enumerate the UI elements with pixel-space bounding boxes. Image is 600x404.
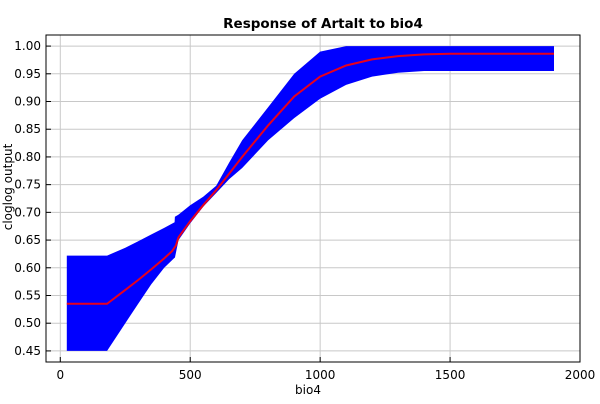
y-axis-label: cloglog output <box>1 143 15 230</box>
y-tick-label: 0.55 <box>14 288 41 302</box>
x-tick-label: 0 <box>56 368 64 382</box>
x-axis: 0 500 1000 1500 2000 <box>56 357 595 382</box>
y-tick-label: 0.90 <box>14 95 41 109</box>
y-tick-label: 0.50 <box>14 316 41 330</box>
y-tick-label: 0.45 <box>14 344 41 358</box>
x-tick-label: 1000 <box>305 368 336 382</box>
x-tick-label: 500 <box>179 368 202 382</box>
chart-title: Response of Artalt to bio4 <box>223 16 423 32</box>
band-layer <box>66 46 555 351</box>
y-tick-label: 0.65 <box>14 233 41 247</box>
y-tick-label: 0.80 <box>14 150 41 164</box>
y-tick-label: 1.00 <box>14 39 41 53</box>
y-tick-label: 0.75 <box>14 178 41 192</box>
variability-band <box>66 46 555 351</box>
y-tick-label: 0.70 <box>14 205 41 219</box>
plot-frame <box>45 34 581 363</box>
line-layer <box>66 52 554 305</box>
x-tick-label: 1500 <box>435 368 466 382</box>
x-axis-label: bio4 <box>295 383 321 397</box>
grid <box>46 35 581 362</box>
y-tick-label: 0.60 <box>14 261 41 275</box>
y-tick-label: 0.85 <box>14 122 41 136</box>
y-tick-label: 0.95 <box>14 67 41 81</box>
y-axis: 0.45 0.50 0.55 0.60 0.65 0.70 0.75 0.80 0.85 0.90… <box>14 39 51 358</box>
x-tick-label: 2000 <box>565 368 596 382</box>
mean-response-line <box>66 52 554 305</box>
